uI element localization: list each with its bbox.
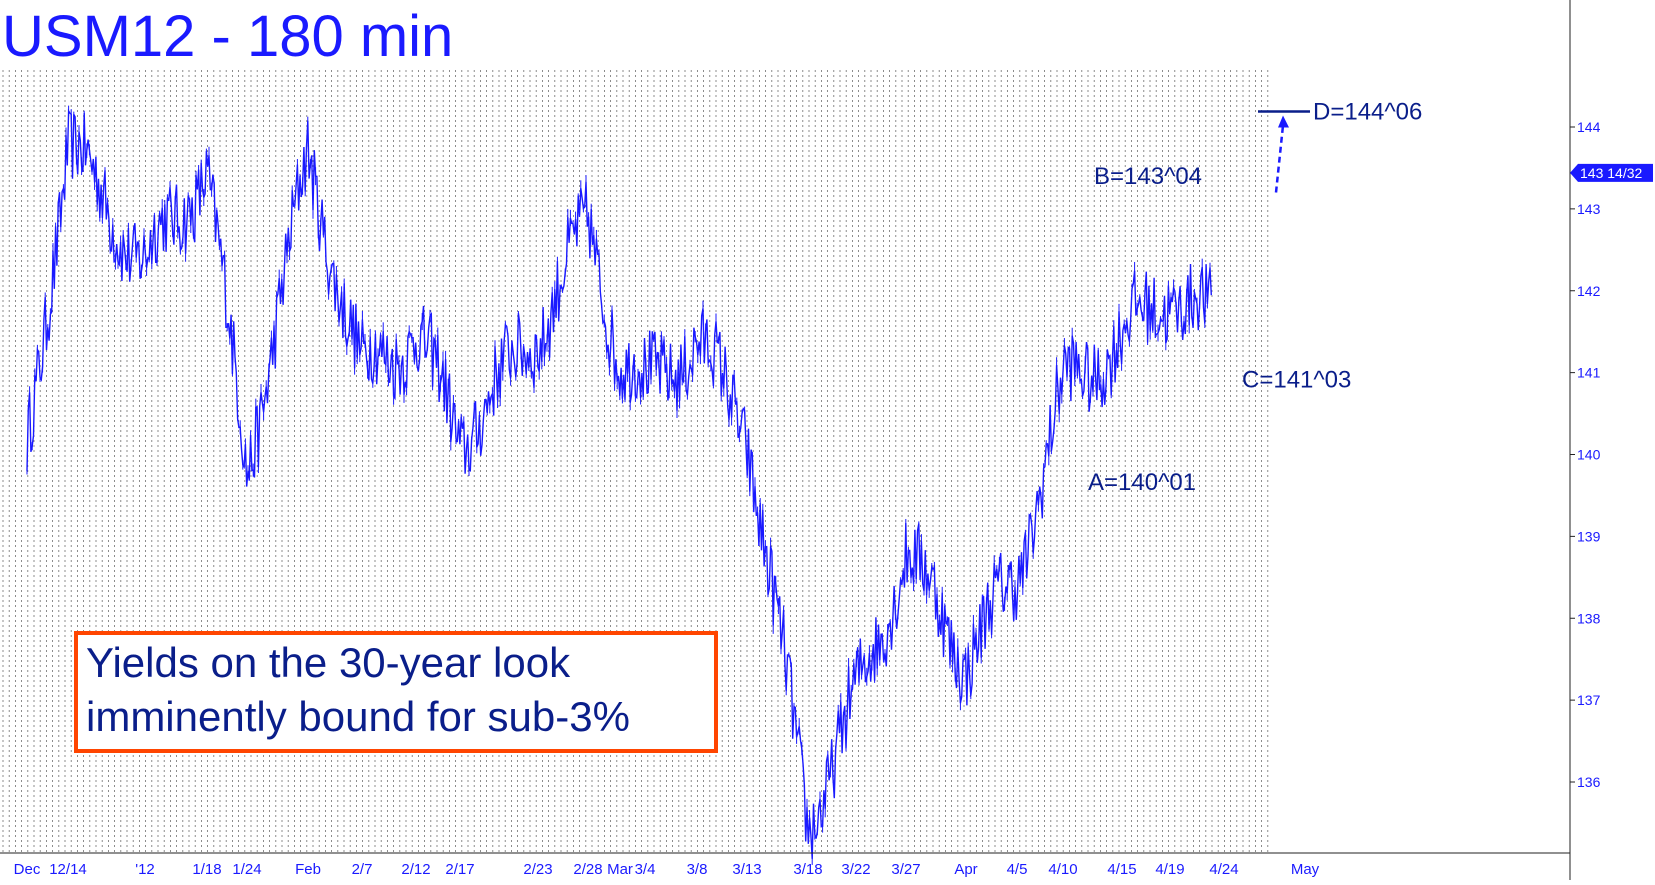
projection-arrowhead <box>1278 115 1289 128</box>
x-tick-label-16: 3/22 <box>841 861 870 878</box>
x-tick-label-12: 3/4 <box>635 861 656 878</box>
y-tick-label-5: 141 <box>1577 365 1601 381</box>
x-tick-label-5: Feb <box>295 861 321 878</box>
callout-line-2: imminently bound for sub-3% <box>86 693 630 740</box>
x-tick-label-11: Mar <box>607 861 633 878</box>
x-tick-label-22: 4/19 <box>1155 861 1184 878</box>
x-tick-label-4: 1/24 <box>232 861 261 878</box>
x-tick-labels: Dec 12/14 '12 1/18 1/24 Feb 2/7 2/12 2/17 2/23 2/2… <box>14 861 1320 878</box>
x-tick-label-13: 3/8 <box>687 861 708 878</box>
y-tick-label-8: 144 <box>1577 119 1601 135</box>
x-tick-label-6: 2/7 <box>352 861 373 878</box>
x-tick-label-17: 3/27 <box>891 861 920 878</box>
y-tick-label-2: 138 <box>1577 610 1601 626</box>
annotation-label-0: A=140^01 <box>1088 469 1196 496</box>
annotation-label-3: D=144^06 <box>1313 98 1422 125</box>
price-series <box>26 105 1212 865</box>
projection-dashed-line <box>1274 125 1285 193</box>
x-tick-label-15: 3/18 <box>793 861 822 878</box>
x-tick-label-3: 1/18 <box>192 861 221 878</box>
x-tick-label-24: May <box>1291 861 1320 878</box>
current-price-tag: 143 14/32 <box>1570 163 1653 182</box>
x-tick-label-7: 2/12 <box>401 861 430 878</box>
price-tag-text: 143 14/32 <box>1580 165 1642 181</box>
x-tick-label-0: Dec <box>14 861 41 878</box>
x-tick-label-20: 4/10 <box>1048 861 1077 878</box>
x-tick-label-19: 4/5 <box>1007 861 1028 878</box>
x-tick-label-9: 2/23 <box>523 861 552 878</box>
y-tick-labels: 136 137 138 139 140 141 142 143 144 <box>1570 119 1601 790</box>
y-tick-label-4: 140 <box>1577 447 1601 463</box>
callout-box-border <box>74 631 718 753</box>
price-tag-background <box>1570 163 1653 182</box>
y-tick-label-7: 143 <box>1577 201 1601 217</box>
y-tick-label-6: 142 <box>1577 283 1601 299</box>
x-tick-label-21: 4/15 <box>1107 861 1136 878</box>
annotation-label-2: C=141^03 <box>1242 366 1351 393</box>
chart-title: USM12 - 180 min <box>2 4 453 69</box>
x-tick-label-14: 3/13 <box>732 861 761 878</box>
grid <box>2 70 1269 853</box>
x-tick-label-10: 2/28 <box>573 861 602 878</box>
axes <box>0 0 1571 880</box>
callout-box: Yields on the 30-year look imminently bo… <box>74 631 718 753</box>
y-tick-label-0: 136 <box>1577 774 1601 790</box>
x-tick-label-2: '12 <box>135 861 155 878</box>
x-tick-label-18: Apr <box>954 861 977 878</box>
y-tick-label-1: 137 <box>1577 692 1601 708</box>
y-tick-label-3: 139 <box>1577 528 1601 544</box>
x-tick-label-8: 2/17 <box>445 861 474 878</box>
callout-line-1: Yields on the 30-year look <box>86 639 571 686</box>
annotations: A=140^01 B=143^04 C=141^03 D=144^06 <box>1088 98 1422 496</box>
x-tick-label-1: 12/14 <box>49 861 87 878</box>
x-tick-label-23: 4/24 <box>1209 861 1238 878</box>
annotation-label-1: B=143^04 <box>1094 163 1202 190</box>
